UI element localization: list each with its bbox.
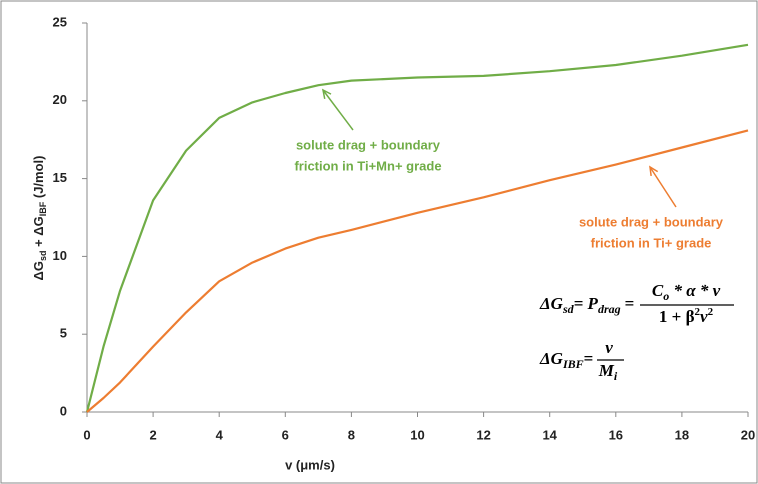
x-tick-label: 16 bbox=[609, 427, 623, 442]
annotation-text: friction in Ti+ grade bbox=[591, 235, 712, 250]
x-tick-label: 0 bbox=[83, 427, 90, 442]
equation-1: ΔGsd= Pdrag = Co * α * v 1 + β2v2 bbox=[539, 281, 734, 326]
y-tick-label: 15 bbox=[53, 170, 67, 185]
x-tick-label: 12 bbox=[476, 427, 490, 442]
annotation: solute drag + boundary friction in Ti+Mn+… bbox=[294, 88, 442, 173]
svg-text:v: v bbox=[605, 338, 613, 357]
svg-text:ΔGsd= Pdrag=: ΔGsd= Pdrag = bbox=[539, 294, 634, 316]
svg-text:Mi: Mi bbox=[598, 361, 618, 383]
y-tick-label: 0 bbox=[60, 403, 67, 418]
x-tick-label: 20 bbox=[741, 427, 755, 442]
svg-text:ΔGIBF=: ΔGIBF= bbox=[539, 349, 593, 371]
annotation-text: friction in Ti+Mn+ grade bbox=[294, 158, 441, 173]
x-tick-label: 18 bbox=[675, 427, 689, 442]
annotation-arrow bbox=[649, 166, 677, 208]
y-tick-label: 20 bbox=[53, 92, 67, 107]
x-tick-label: 2 bbox=[149, 427, 156, 442]
annotation-text: solute drag + boundary bbox=[579, 214, 724, 229]
equation-2: ΔGIBF= v Mi bbox=[539, 338, 624, 383]
x-axis-label: v (μm/s) bbox=[285, 457, 335, 472]
y-axis-label: ΔGsd + ΔGIBF (J/mol) bbox=[31, 156, 48, 281]
series-line bbox=[85, 43, 749, 413]
annotation: solute drag + boundary friction in Ti+ gr… bbox=[579, 165, 724, 250]
series-line bbox=[86, 129, 749, 413]
svg-text:Co * α * v: Co * α * v bbox=[652, 281, 721, 303]
y-tick-label: 25 bbox=[53, 14, 67, 29]
x-tick-label: 6 bbox=[282, 427, 289, 442]
x-tick-label: 10 bbox=[410, 427, 424, 442]
arrow-head bbox=[649, 165, 659, 177]
annotation-text: solute drag + boundary bbox=[296, 137, 441, 152]
svg-text:1 + β2v2: 1 + β2v2 bbox=[659, 306, 714, 326]
x-tick-label: 4 bbox=[216, 427, 224, 442]
annotation-arrow bbox=[322, 89, 354, 131]
x-tick-label: 8 bbox=[348, 427, 355, 442]
y-tick-label: 5 bbox=[60, 326, 67, 341]
arrow-head bbox=[321, 88, 332, 99]
x-tick-label: 14 bbox=[542, 427, 557, 442]
y-tick-label: 10 bbox=[53, 248, 67, 263]
